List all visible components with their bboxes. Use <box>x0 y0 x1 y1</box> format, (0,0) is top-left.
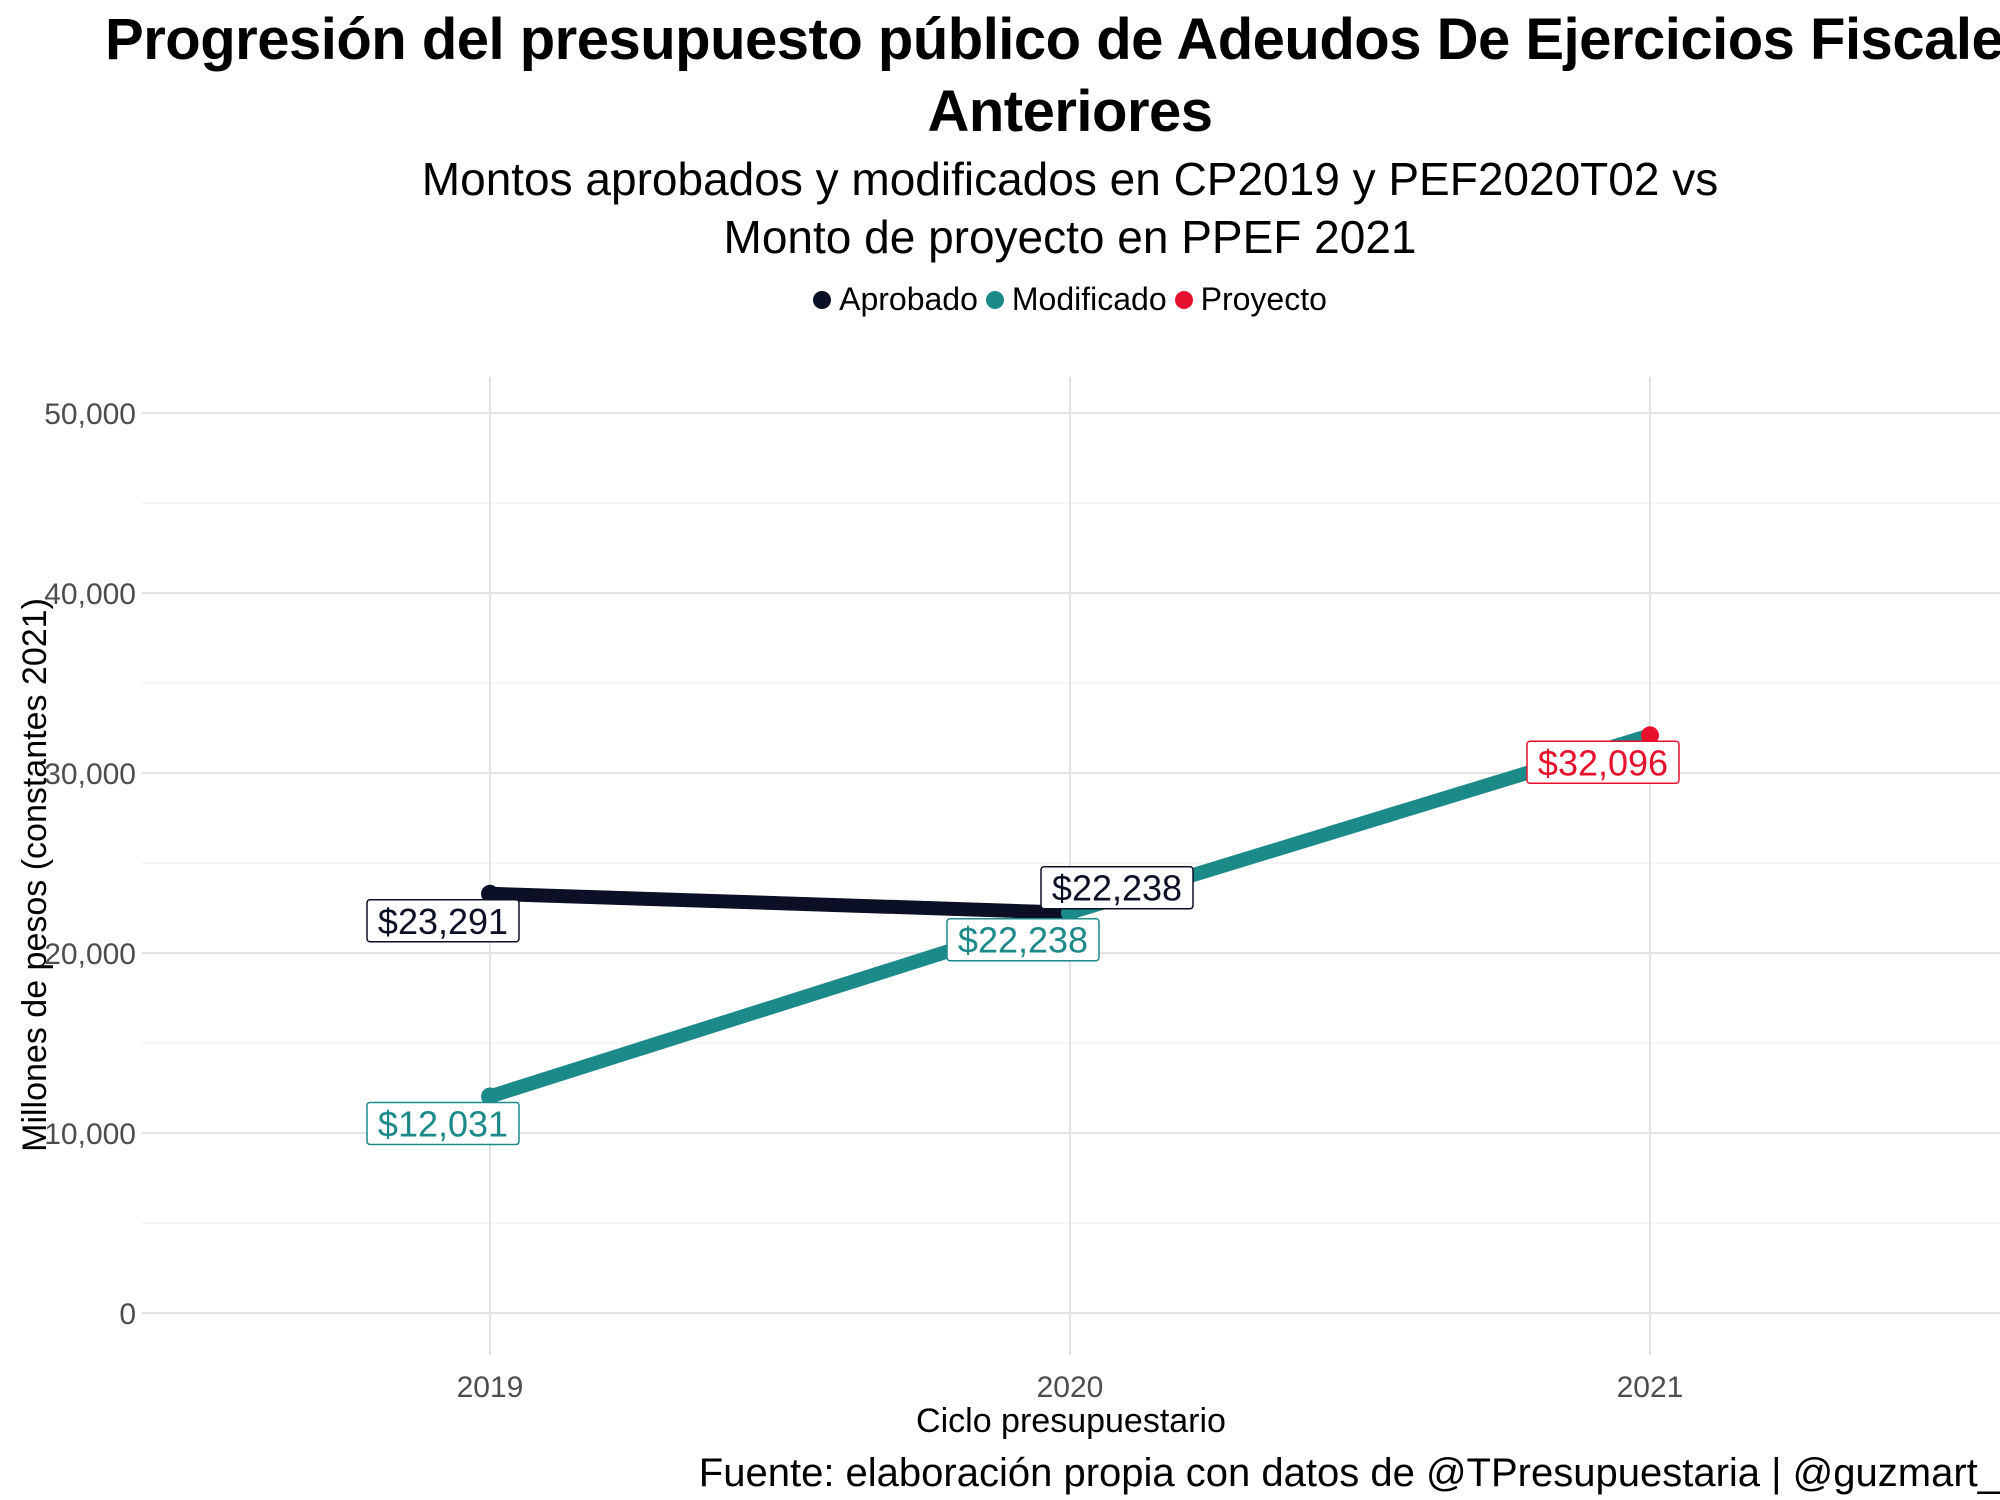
y-tick-label: 50,000 <box>44 398 136 431</box>
y-tick-label: 30,000 <box>44 758 136 791</box>
legend-marker-modificado <box>985 290 1004 309</box>
subtitle-line-2: Monto de proyecto en PPEF 2021 <box>723 211 1417 263</box>
x-tick-label: 2021 <box>1617 1371 1684 1404</box>
data-label-box <box>366 1101 520 1146</box>
data-label-text: $32,096 <box>1538 742 1668 783</box>
x-axis-title: Ciclo presupuestario <box>916 1402 1226 1440</box>
data-label-text: $22,238 <box>1052 868 1182 909</box>
data-point-proyecto <box>1641 726 1659 745</box>
y-tick-label: 40,000 <box>44 578 136 611</box>
x-tick-label: 2019 <box>457 1371 524 1404</box>
data-label-box <box>366 899 520 943</box>
chart-legend: Aprobado Modificado Proyecto <box>0 281 2000 318</box>
legend-label-aprobado: Aprobado <box>839 281 978 317</box>
legend-item-proyecto: Proyecto <box>1174 281 1327 318</box>
data-label-text: $23,291 <box>378 901 508 942</box>
legend-item-modificado: Modificado <box>985 281 1167 318</box>
subtitle-line-1: Montos aprobados y modificados en CP2019… <box>421 153 1719 205</box>
y-axis-title: Millones de pesos (constantes 2021) <box>16 598 54 1152</box>
data-point-modificado <box>481 1087 499 1106</box>
chart-caption: Fuente: elaboración propia con datos de … <box>698 1451 2000 1495</box>
data-label-text: $12,031 <box>378 1103 508 1144</box>
legend-item-aprobado: Aprobado <box>813 281 978 318</box>
data-point-aprobado <box>481 884 499 903</box>
data-label-aprobado: $22,238 <box>1040 865 1194 910</box>
chart-title: Progresión del presupuesto público de Ad… <box>105 7 2000 144</box>
y-tick-label: 20,000 <box>44 938 136 971</box>
data-label-box <box>946 917 1100 962</box>
chart-subtitle: Montos aprobados y modificados en CP2019… <box>0 150 2000 266</box>
x-tick-label: 2020 <box>1037 1371 1104 1404</box>
legend-marker-aprobado <box>813 290 832 309</box>
data-label-box <box>1526 740 1680 785</box>
data-label-modificado: $12,031 <box>366 1101 520 1146</box>
legend-label-modificado: Modificado <box>1011 281 1167 317</box>
data-label-box <box>1040 865 1194 910</box>
data-label-aprobado: $23,291 <box>366 899 520 943</box>
series-line-aprobado <box>489 886 1071 920</box>
legend-marker-proyecto <box>1174 290 1193 309</box>
legend-label-proyecto: Proyecto <box>1200 281 1327 317</box>
data-label-text: $22,238 <box>958 920 1088 961</box>
y-tick-label: 10,000 <box>44 1118 136 1151</box>
data-label-modificado: $22,238 <box>946 917 1100 962</box>
y-tick-label: 0 <box>119 1298 136 1331</box>
data-label-proyecto: $32,096 <box>1526 740 1680 785</box>
